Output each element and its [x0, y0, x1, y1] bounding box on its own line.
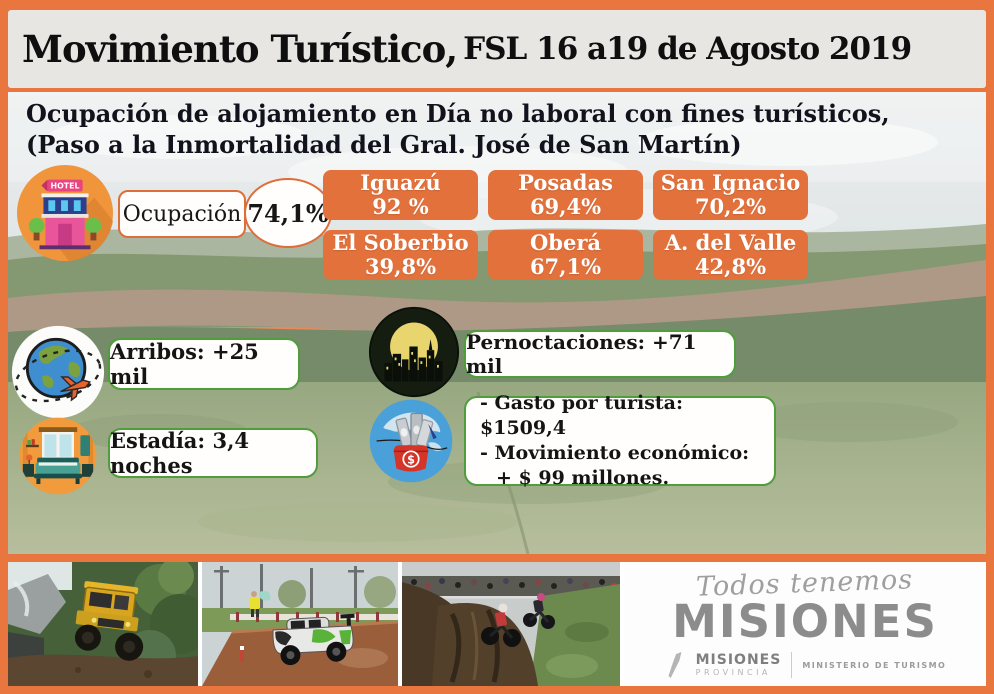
stat-value: 70,2%	[694, 194, 767, 219]
occupancy-value-text: 74,1%	[247, 198, 329, 228]
arrivals-box: Arribos: +25 mil	[108, 338, 300, 390]
stay-box: Estadía: 3,4 noches	[108, 428, 318, 478]
stat-name: Iguazú	[360, 170, 441, 196]
province-name: MISIONES	[695, 652, 782, 668]
stat-obera: Oberá 67,1%	[488, 230, 643, 280]
main-content: Ocupación de alojamiento en Día no labor…	[8, 92, 986, 554]
ministry-label: MINISTERIO DE TURISMO	[802, 660, 947, 670]
spend-box: - Gasto por turista: $1509,4 - Movimient…	[464, 392, 776, 489]
stat-value: 69,4%	[529, 194, 602, 219]
money-symbol-text: $	[407, 453, 415, 466]
occupancy-label-text: Ocupación	[122, 201, 242, 227]
spend-line2: - Movimiento económico:	[480, 442, 750, 464]
photo-offroad-truck	[8, 562, 198, 686]
stat-san-ignacio: San Ignacio 70,2%	[653, 170, 808, 220]
brand-logo-cell: Todos tenemos MISIONES MISIONES PROVINCI…	[624, 562, 986, 686]
occupancy-value: 74,1%	[244, 178, 332, 248]
stat-value: 92 %	[372, 194, 429, 219]
stat-value: 42,8%	[694, 254, 767, 279]
stat-value: 67,1%	[529, 254, 602, 279]
subtitle: Ocupación de alojamiento en Día no labor…	[26, 98, 890, 160]
spend-line1: - Gasto por turista: $1509,4	[480, 391, 683, 439]
stat-name: El Soberbio	[332, 230, 469, 256]
occupancy-label: Ocupación	[118, 190, 246, 238]
money-bag-icon: $	[369, 399, 453, 483]
subtitle-line1: Ocupación de alojamiento en Día no labor…	[26, 99, 890, 128]
stat-posadas: Posadas 69,4%	[488, 170, 643, 220]
photo-enduro-motocross	[402, 562, 620, 686]
title-bar: Movimiento Turístico, FSL 16 a19 de Agos…	[8, 10, 986, 88]
night-city-icon	[368, 306, 460, 398]
stat-name: A. del Valle	[664, 230, 797, 256]
province-logo: MISIONES PROVINCIA MINISTERIO DE TURISMO	[664, 652, 947, 678]
stat-a-del-valle: A. del Valle 42,8%	[653, 230, 808, 280]
globe-plane-icon	[11, 325, 105, 419]
page-title: Movimiento Turístico,	[22, 27, 458, 71]
stat-name: San Ignacio	[660, 170, 801, 196]
slogan-brand: MISIONES	[672, 595, 938, 648]
stay-text: Estadía: 3,4 noches	[110, 428, 250, 478]
misiones-map-icon	[668, 652, 682, 678]
overnights-box: Pernoctaciones: +71 mil	[464, 330, 736, 378]
stat-el-soberbio: El Soberbio 39,8%	[323, 230, 478, 280]
bed-room-icon	[19, 417, 97, 495]
page-title-date: FSL 16 a19 de Agosto 2019	[463, 31, 912, 67]
spend-line3: + $ 99 millones.	[496, 467, 670, 490]
overnights-text: Pernoctaciones: +71 mil	[466, 330, 697, 378]
arrivals-text: Arribos: +25 mil	[110, 339, 259, 389]
hotel-sign-text: HOTEL	[51, 182, 80, 191]
subtitle-line2: (Paso a la Inmortalidad del Gral. José d…	[26, 130, 742, 160]
stat-name: Oberá	[529, 230, 601, 256]
province-sub: PROVINCIA	[695, 668, 771, 677]
hotel-icon: HOTEL	[16, 164, 114, 262]
stat-name: Posadas	[518, 170, 613, 196]
photo-rally-car	[202, 562, 398, 686]
photo-strip: Todos tenemos MISIONES MISIONES PROVINCI…	[8, 562, 986, 686]
province-logo-text: MISIONES PROVINCIA	[696, 653, 782, 677]
stat-value: 39,8%	[364, 254, 437, 279]
logo-divider	[791, 652, 793, 678]
stat-iguazu: Iguazú 92 %	[323, 170, 478, 220]
city-stats-grid: Iguazú 92 % Posadas 69,4% San Ignacio 70…	[323, 170, 808, 280]
